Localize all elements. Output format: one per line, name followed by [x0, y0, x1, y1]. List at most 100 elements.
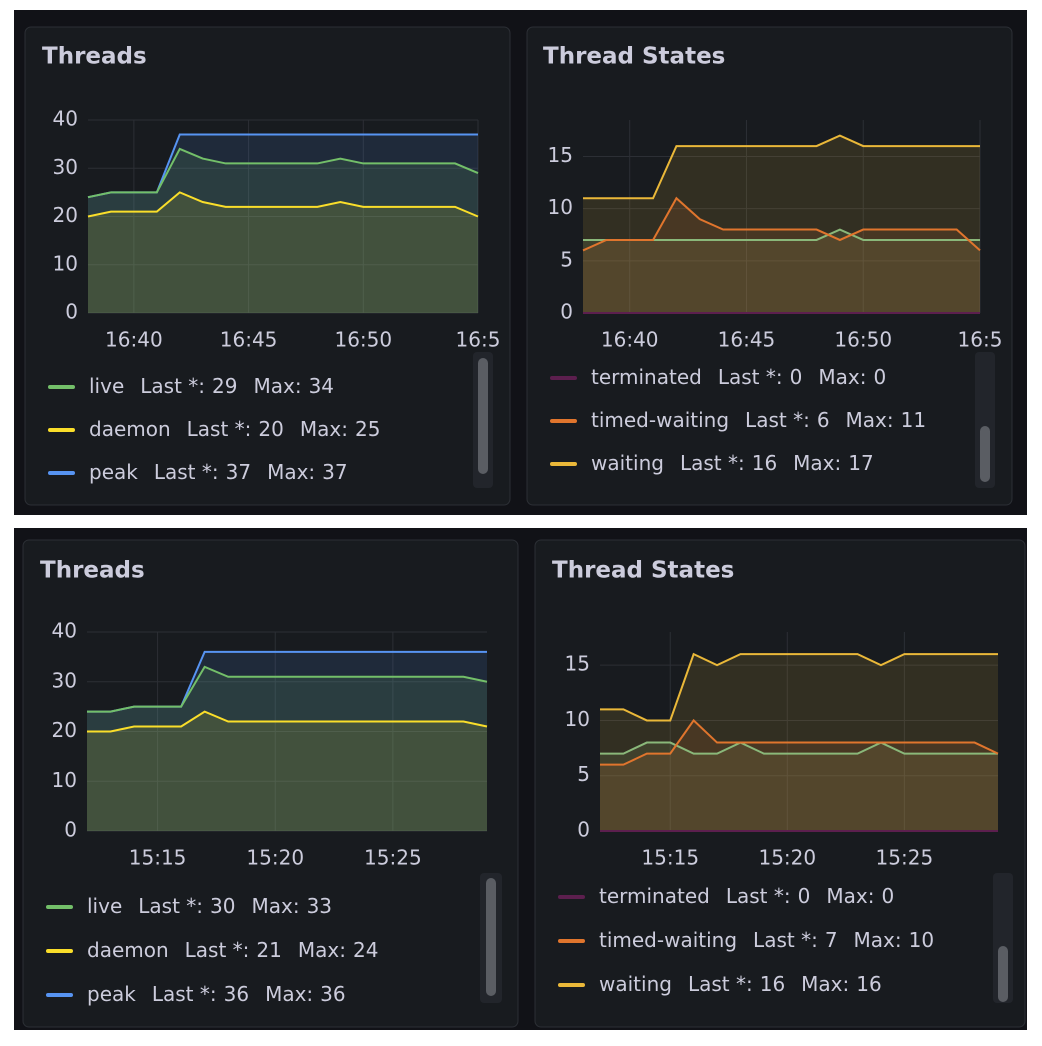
y-tick-label: 20: [52, 718, 77, 742]
x-tick-label: 16:40: [601, 328, 659, 352]
x-tick-label: 16:40: [105, 328, 163, 352]
legend-entry: peak Last *: 36 Max: 36: [87, 982, 346, 1006]
y-tick-label: 30: [53, 155, 78, 179]
y-tick-label: 20: [53, 203, 78, 227]
y-tick-label: 10: [52, 768, 77, 792]
legend-name: terminated: [591, 365, 702, 389]
series-line: [583, 134, 980, 200]
legend-name: timed-waiting: [591, 408, 729, 432]
series-line: [600, 652, 998, 722]
series-area: [88, 192, 478, 313]
series-area: [600, 720, 998, 831]
scrollbar-thumb[interactable]: [998, 946, 1008, 1002]
legend-stat-value: 16: [760, 972, 785, 996]
legend-stat-label: Max:: [253, 374, 301, 398]
legend-entry: timed-waiting Last *: 7 Max: 10: [599, 928, 934, 952]
legend-stat-label: Max:: [793, 451, 841, 475]
legend-stat-label: Last *:: [726, 884, 791, 908]
legend-entry: daemon Last *: 20 Max: 25: [89, 417, 380, 441]
series-line: [87, 147, 479, 199]
x-tick-label: 16:45: [718, 328, 776, 352]
x-tick-label: 15:20: [758, 846, 816, 870]
x-tick-label: 16:5: [958, 328, 1003, 352]
legend-stat-label: Max:: [818, 365, 866, 389]
y-tick-label: 15: [548, 143, 573, 167]
y-tick-label: 15: [565, 652, 590, 676]
panel-title: Threads: [40, 558, 145, 584]
panel: [22, 539, 519, 1028]
legend-stat-label: Max:: [846, 408, 894, 432]
legend-stat-value: 16: [856, 972, 881, 996]
legend-stat-value: 30: [210, 894, 235, 918]
x-tick-label: 15:25: [364, 846, 422, 870]
scrollbar-thumb[interactable]: [486, 878, 496, 996]
x-tick-label: 16:45: [220, 328, 278, 352]
legend-stat-label: Last *:: [187, 417, 252, 441]
scrollbar-thumb[interactable]: [980, 426, 990, 482]
x-tick-label: 15:20: [246, 846, 304, 870]
legend-entry: waiting Last *: 16 Max: 16: [599, 972, 882, 996]
legend-stat-value: 37: [226, 460, 251, 484]
legend-stat-value: 7: [825, 928, 838, 952]
legend-stat-value: 0: [873, 365, 886, 389]
legend-entry: terminated Last *: 0 Max: 0: [591, 365, 886, 389]
legend-name: live: [89, 374, 124, 398]
legend-stat-value: 33: [307, 894, 332, 918]
y-tick-label: 0: [577, 818, 590, 842]
legend-stat-label: Last *:: [138, 894, 203, 918]
legend-stat-label: Max:: [265, 982, 313, 1006]
series-line: [87, 665, 488, 713]
series-area: [88, 134, 478, 313]
legend-entry: timed-waiting Last *: 6 Max: 11: [591, 408, 926, 432]
legend-stat-value: 37: [322, 460, 347, 484]
legend-name: live: [87, 894, 122, 918]
legend-name: waiting: [591, 451, 664, 475]
y-tick-label: 0: [65, 300, 78, 324]
series-line: [87, 710, 488, 733]
legend-stat-value: 24: [353, 938, 378, 962]
legend-stat-label: Last *:: [745, 408, 810, 432]
series-area: [88, 148, 478, 313]
legend-stat-value: 20: [258, 417, 283, 441]
legend-stat-value: 21: [256, 938, 281, 962]
legend-stat-value: 0: [881, 884, 894, 908]
y-tick-label: 10: [548, 195, 573, 219]
series-area: [87, 711, 487, 831]
legend-stat-label: Last *:: [680, 451, 745, 475]
legend-stat-value: 36: [320, 982, 345, 1006]
legend-stat-value: 6: [817, 408, 830, 432]
legend-stat-label: Last *:: [152, 982, 217, 1006]
legend-entry: daemon Last *: 21 Max: 24: [87, 938, 378, 962]
legend-stat-value: 36: [224, 982, 249, 1006]
y-tick-label: 10: [53, 251, 78, 275]
legend-stat-value: 10: [909, 928, 934, 952]
scrollbar-thumb[interactable]: [478, 358, 488, 474]
legend-stat-label: Last *:: [140, 374, 205, 398]
panel: [534, 539, 1026, 1028]
x-tick-label: 16:50: [334, 328, 392, 352]
legend-stat-label: Max:: [251, 894, 299, 918]
legend-stat-label: Last *:: [718, 365, 783, 389]
y-tick-label: 40: [52, 619, 77, 643]
y-tick-label: 30: [52, 668, 77, 692]
series-line: [582, 196, 981, 252]
series-area: [583, 229, 980, 313]
y-tick-label: 10: [565, 707, 590, 731]
x-tick-label: 15:15: [641, 846, 699, 870]
y-tick-label: 0: [560, 300, 573, 324]
legend-name: terminated: [599, 884, 710, 908]
legend-stat-value: 11: [901, 408, 926, 432]
x-tick-label: 16:5: [456, 328, 501, 352]
legend-name: daemon: [87, 938, 169, 962]
legend-stat-label: Max:: [801, 972, 849, 996]
panel-title: Threads: [42, 44, 147, 70]
legend-stat-label: Last *:: [688, 972, 753, 996]
legend-stat-label: Max:: [300, 417, 348, 441]
series-area: [583, 135, 980, 313]
legend-name: peak: [89, 460, 138, 484]
series-line: [600, 718, 999, 766]
legend-stat-label: Last *:: [154, 460, 219, 484]
legend-name: peak: [87, 982, 136, 1006]
